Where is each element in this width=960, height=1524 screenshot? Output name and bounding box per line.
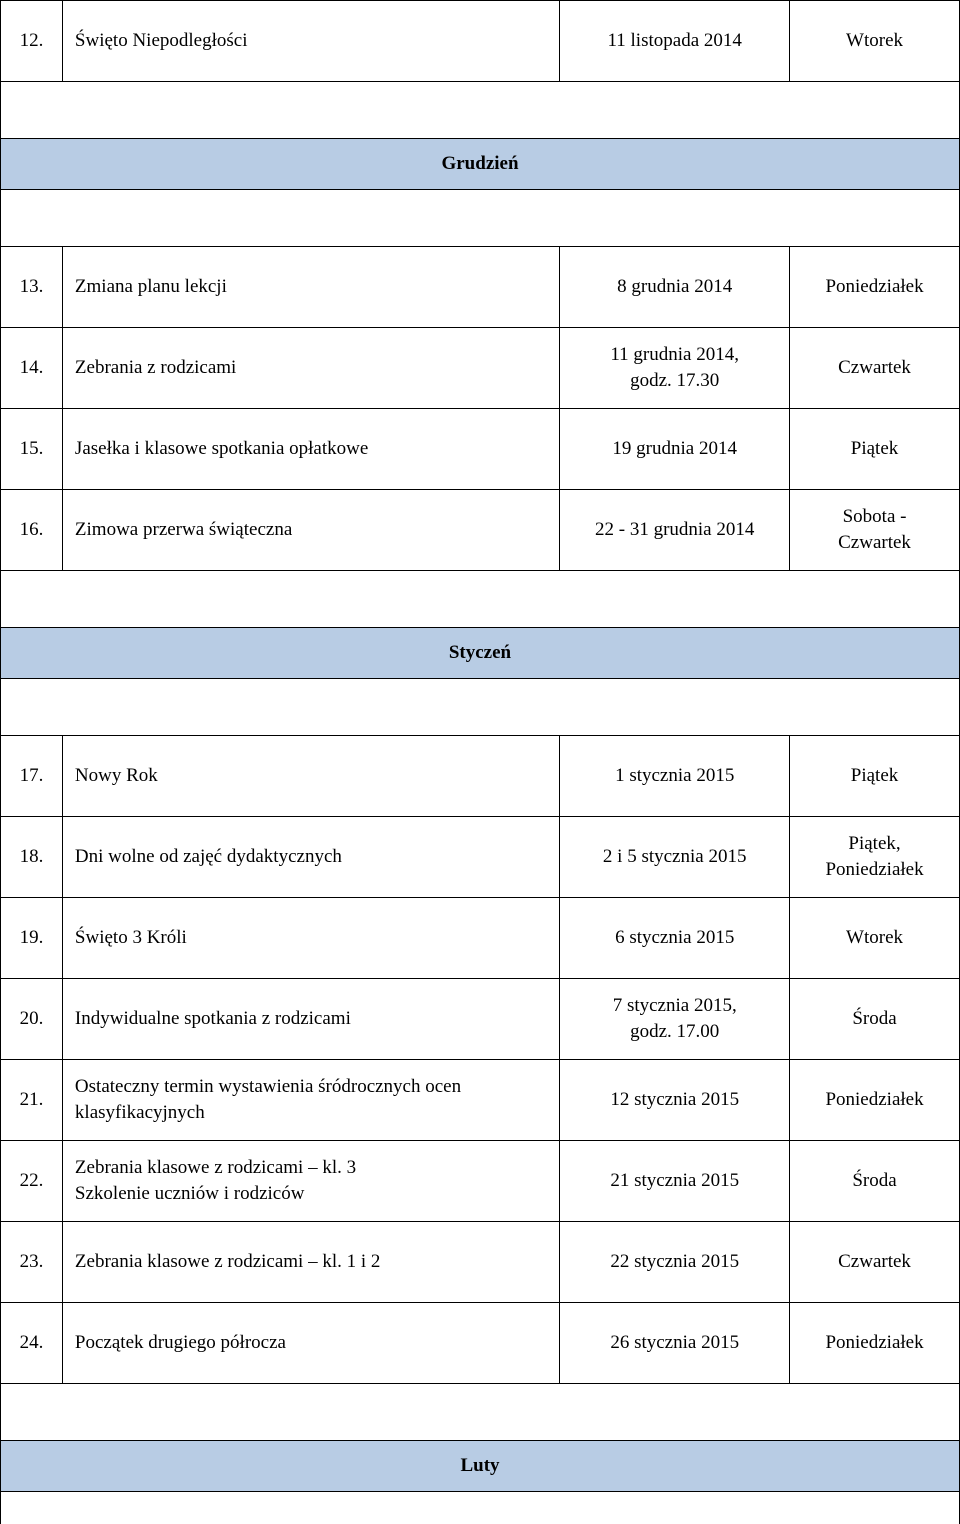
cell-event: Zebrania klasowe z rodzicami – kl. 1 i 2: [62, 1222, 559, 1303]
cell-day: Środa: [790, 1141, 960, 1222]
table-row: 12. Święto Niepodległości 11 listopada 2…: [1, 1, 960, 82]
cell-day: Piątek: [790, 736, 960, 817]
cell-day: Wtorek: [790, 898, 960, 979]
cell-day: Środa: [790, 979, 960, 1060]
cell-date: 2 i 5 stycznia 2015: [560, 817, 790, 898]
spacer-row: [1, 571, 960, 628]
table-row: 24. Początek drugiego półrocza 26 styczn…: [1, 1303, 960, 1384]
spacer-row: [1, 190, 960, 247]
cell-number: 12.: [1, 1, 63, 82]
cell-event: Początek drugiego półrocza: [62, 1303, 559, 1384]
cell-number: 19.: [1, 898, 63, 979]
month-label: Luty: [1, 1441, 960, 1492]
cell-number: 18.: [1, 817, 63, 898]
cell-date: 22 stycznia 2015: [560, 1222, 790, 1303]
cell-date: 11 listopada 2014: [560, 1, 790, 82]
cell-date: 11 grudnia 2014,godz. 17.30: [560, 328, 790, 409]
month-header-luty: Luty: [1, 1441, 960, 1492]
cell-number: 13.: [1, 247, 63, 328]
cell-event: Święto Niepodległości: [62, 1, 559, 82]
month-header-styczen: Styczeń: [1, 628, 960, 679]
cell-number: 20.: [1, 979, 63, 1060]
cell-date: 6 stycznia 2015: [560, 898, 790, 979]
table-row: 17. Nowy Rok 1 stycznia 2015 Piątek: [1, 736, 960, 817]
table-row: 14. Zebrania z rodzicami 11 grudnia 2014…: [1, 328, 960, 409]
table-row: 19. Święto 3 Króli 6 stycznia 2015 Wtore…: [1, 898, 960, 979]
cell-number: 24.: [1, 1303, 63, 1384]
table-row: 22. Zebrania klasowe z rodzicami – kl. 3…: [1, 1141, 960, 1222]
cell-day: Piątek: [790, 409, 960, 490]
cell-number: 22.: [1, 1141, 63, 1222]
cell-date: 22 - 31 grudnia 2014: [560, 490, 790, 571]
cell-day: Wtorek: [790, 1, 960, 82]
cell-date: 21 stycznia 2015: [560, 1141, 790, 1222]
table-row: 23. Zebrania klasowe z rodzicami – kl. 1…: [1, 1222, 960, 1303]
month-label: Styczeń: [1, 628, 960, 679]
cell-event: Zebrania z rodzicami: [62, 328, 559, 409]
cell-event: Święto 3 Króli: [62, 898, 559, 979]
cell-day: Poniedziałek: [790, 1303, 960, 1384]
spacer-row: [1, 1492, 960, 1524]
cell-event: Nowy Rok: [62, 736, 559, 817]
cell-date: 19 grudnia 2014: [560, 409, 790, 490]
table-row: 18. Dni wolne od zajęć dydaktycznych 2 i…: [1, 817, 960, 898]
cell-event: Zebrania klasowe z rodzicami – kl. 3Szko…: [62, 1141, 559, 1222]
cell-number: 23.: [1, 1222, 63, 1303]
table-row: 16. Zimowa przerwa świąteczna 22 - 31 gr…: [1, 490, 960, 571]
cell-day: Czwartek: [790, 328, 960, 409]
month-label: Grudzień: [1, 139, 960, 190]
cell-number: 17.: [1, 736, 63, 817]
month-header-grudzien: Grudzień: [1, 139, 960, 190]
cell-event: Dni wolne od zajęć dydaktycznych: [62, 817, 559, 898]
cell-date: 12 stycznia 2015: [560, 1060, 790, 1141]
cell-number: 15.: [1, 409, 63, 490]
spacer-row: [1, 82, 960, 139]
spacer-row: [1, 679, 960, 736]
cell-number: 21.: [1, 1060, 63, 1141]
cell-date: 1 stycznia 2015: [560, 736, 790, 817]
table-row: 20. Indywidualne spotkania z rodzicami 7…: [1, 979, 960, 1060]
cell-day: Poniedziałek: [790, 247, 960, 328]
cell-number: 14.: [1, 328, 63, 409]
table-row: 13. Zmiana planu lekcji 8 grudnia 2014 P…: [1, 247, 960, 328]
cell-event: Zmiana planu lekcji: [62, 247, 559, 328]
table-row: 21. Ostateczny termin wystawienia śródro…: [1, 1060, 960, 1141]
table-row: 15. Jasełka i klasowe spotkania opłatkow…: [1, 409, 960, 490]
cell-date: 8 grudnia 2014: [560, 247, 790, 328]
page: 12. Święto Niepodległości 11 listopada 2…: [0, 0, 960, 1524]
cell-event: Ostateczny termin wystawienia śródroczny…: [62, 1060, 559, 1141]
cell-event: Jasełka i klasowe spotkania opłatkowe: [62, 409, 559, 490]
cell-day: Sobota -Czwartek: [790, 490, 960, 571]
cell-day: Czwartek: [790, 1222, 960, 1303]
schedule-table: 12. Święto Niepodległości 11 listopada 2…: [0, 0, 960, 1524]
cell-day: Poniedziałek: [790, 1060, 960, 1141]
cell-date: 26 stycznia 2015: [560, 1303, 790, 1384]
spacer-row: [1, 1384, 960, 1441]
cell-event: Zimowa przerwa świąteczna: [62, 490, 559, 571]
cell-day: Piątek,Poniedziałek: [790, 817, 960, 898]
cell-event: Indywidualne spotkania z rodzicami: [62, 979, 559, 1060]
cell-number: 16.: [1, 490, 63, 571]
cell-date: 7 stycznia 2015,godz. 17.00: [560, 979, 790, 1060]
